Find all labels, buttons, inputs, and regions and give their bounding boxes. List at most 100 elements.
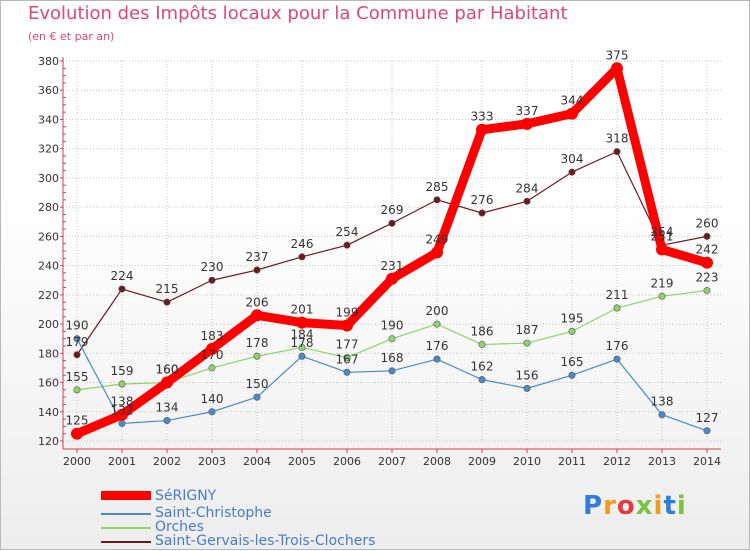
data-point [118, 419, 126, 427]
data-point [296, 316, 308, 329]
data-label: 375 [606, 48, 629, 62]
data-point [208, 408, 216, 416]
x-tick-label: 2012 [603, 455, 631, 468]
data-point [523, 384, 531, 392]
data-point [253, 266, 261, 274]
data-point [253, 352, 261, 360]
data-point [478, 341, 486, 349]
line-chart: 120 140 160 180 200 220 240 260 280 300 320 340 360 3… [38, 48, 721, 468]
data-label: 344 [561, 94, 584, 108]
y-tick-label: 260 [38, 230, 59, 243]
y-tick-label: 320 [38, 143, 59, 156]
y-tick-label: 180 [38, 347, 59, 360]
data-point [566, 107, 578, 120]
y-tick-label: 120 [38, 435, 59, 448]
data-point [476, 123, 488, 136]
data-point [523, 197, 531, 205]
y-tick-label: 240 [38, 260, 59, 273]
y-tick-label: 380 [38, 55, 59, 68]
data-point [388, 335, 396, 343]
x-tick-label: 2002 [153, 455, 181, 468]
data-label: 160 [156, 363, 179, 377]
data-point [73, 351, 81, 359]
data-label: 178 [291, 336, 314, 350]
data-label: 167 [336, 352, 359, 366]
data-label: 224 [111, 269, 134, 283]
x-tick-label: 2010 [513, 455, 541, 468]
y-tick-label: 200 [38, 318, 59, 331]
data-label: 201 [291, 303, 314, 317]
data-label: 156 [516, 368, 539, 382]
data-point [343, 354, 351, 362]
chart-subtitle: (en € et par an) [28, 30, 115, 43]
legend-swatch-saint-christophe [101, 513, 151, 515]
logo-letter: i [676, 491, 687, 521]
data-point [118, 380, 126, 388]
legend-swatch-saint-gervais [101, 541, 151, 543]
data-label: 190 [66, 319, 89, 333]
data-label: 132 [111, 403, 134, 417]
x-tick-label: 2007 [378, 455, 406, 468]
data-label: 138 [651, 395, 674, 409]
data-label: 190 [381, 319, 404, 333]
y-tick-label: 220 [38, 289, 59, 302]
data-point [433, 355, 441, 363]
data-point [568, 371, 576, 379]
data-point [656, 243, 668, 256]
logo-letter: x [635, 491, 654, 521]
data-point [73, 386, 81, 394]
data-point [658, 411, 666, 419]
data-point [298, 352, 306, 360]
logo-letter: o [616, 491, 636, 521]
x-tick-label: 2013 [648, 455, 676, 468]
data-point [433, 320, 441, 328]
data-label: 269 [381, 203, 404, 217]
data-point [163, 417, 171, 425]
x-tick-label: 2005 [288, 455, 316, 468]
data-point [341, 319, 353, 332]
data-label: 237 [246, 250, 269, 264]
logo-letter: P [583, 491, 604, 521]
data-point [613, 304, 621, 312]
data-label: 134 [156, 401, 179, 415]
data-label: 215 [156, 282, 179, 296]
data-label: 183 [201, 329, 224, 343]
data-label: 206 [246, 295, 269, 309]
proxiti-logo: Proxiti [583, 491, 687, 521]
data-point [343, 368, 351, 376]
x-tick-label: 2004 [243, 455, 271, 468]
x-tick-label: 2003 [198, 455, 226, 468]
legend-label-saint-christophe: Saint-Christophe [155, 505, 272, 521]
data-point [701, 256, 713, 269]
data-label: 187 [516, 323, 539, 337]
x-tick-label: 2000 [63, 455, 91, 468]
data-point [431, 246, 443, 259]
data-point [388, 219, 396, 227]
data-label: 333 [471, 110, 494, 124]
data-label: 231 [381, 259, 404, 273]
x-tick-label: 2014 [693, 455, 721, 468]
data-label: 159 [111, 364, 134, 378]
data-label: 195 [561, 311, 584, 325]
data-point [478, 209, 486, 217]
data-label: 285 [426, 180, 449, 194]
legend-label-serigny: SéRIGNY [155, 488, 217, 504]
data-label: 211 [606, 288, 629, 302]
data-point [298, 253, 306, 261]
data-point [208, 364, 216, 372]
data-point [343, 241, 351, 249]
data-label: 177 [336, 338, 359, 352]
data-point [611, 62, 623, 75]
data-label: 155 [66, 370, 89, 384]
data-label: 318 [606, 132, 629, 146]
legend-swatch-serigny [101, 491, 151, 500]
data-label: 176 [606, 339, 629, 353]
data-label: 150 [246, 377, 269, 391]
data-point [703, 427, 711, 435]
data-label: 138 [111, 395, 134, 409]
x-tick-label: 2001 [108, 455, 136, 468]
y-tick-label: 280 [38, 201, 59, 214]
data-label: 184 [291, 327, 314, 341]
logo-letter: r [603, 491, 617, 521]
data-label: 200 [426, 304, 449, 318]
